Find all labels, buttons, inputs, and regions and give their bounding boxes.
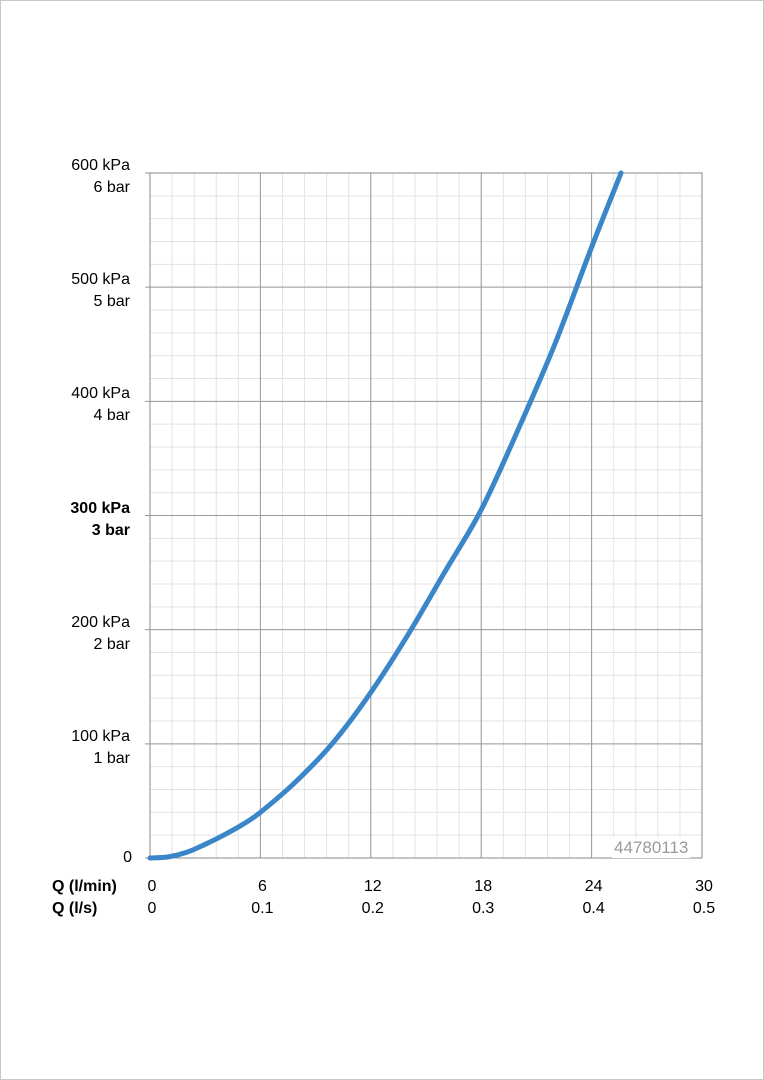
y-tick-kpa: 200 kPa bbox=[71, 613, 130, 631]
product-code-label: 44780113 bbox=[612, 838, 691, 858]
y-tick-bar: 5 bar bbox=[93, 293, 130, 311]
x-tick-label: 30 bbox=[695, 878, 713, 895]
x-tick-label: 6 bbox=[257, 878, 267, 895]
y-tick-kpa: 400 kPa bbox=[71, 385, 130, 403]
x-tick-label: 0 bbox=[147, 878, 157, 895]
y-tick-label: 200 kPa 2 bar bbox=[10, 612, 130, 656]
y-tick-label: 500 kPa 5 bar bbox=[10, 269, 130, 313]
x-axis-title-lpm: Q (l/min) bbox=[52, 878, 117, 895]
y-tick-kpa: 100 kPa bbox=[71, 727, 130, 745]
x-tick-label: 0.1 bbox=[251, 900, 274, 917]
x-tick-label: 12 bbox=[363, 878, 382, 895]
y-tick-kpa: 600 kPa bbox=[71, 157, 130, 174]
y-tick-bar: 3 bar bbox=[91, 521, 130, 539]
x-tick-label: 18 bbox=[474, 878, 493, 895]
x-axis-title-lps: Q (l/s) bbox=[52, 900, 98, 917]
y-tick-bar: 1 bar bbox=[93, 749, 130, 767]
x-tick-label: 0 bbox=[147, 900, 157, 917]
x-tick-label: 0.3 bbox=[472, 900, 495, 917]
y-tick-bar: 6 bar bbox=[93, 179, 130, 196]
x-tick-label: 0.4 bbox=[582, 900, 605, 917]
y-tick-label: 600 kPa 6 bar bbox=[10, 155, 130, 199]
x-tick-label: 24 bbox=[584, 878, 603, 895]
y-tick-kpa: 300 kPa bbox=[70, 499, 130, 517]
y-tick-label: 0 bbox=[123, 849, 132, 866]
pressure-curve bbox=[147, 170, 624, 861]
x-tick-label: 0.5 bbox=[692, 900, 716, 917]
y-tick-kpa: 500 kPa bbox=[71, 271, 130, 289]
plot-border bbox=[149, 172, 703, 859]
y-tick-label: 300 kPa 3 bar bbox=[10, 498, 130, 542]
y-tick-bar: 2 bar bbox=[93, 635, 130, 653]
y-tick-bar: 4 bar bbox=[93, 407, 130, 425]
y-tick-label: 400 kPa 4 bar bbox=[10, 383, 130, 427]
x-tick-label: 0.2 bbox=[361, 900, 384, 917]
y-tick-label: 100 kPa 1 bar bbox=[10, 726, 130, 770]
